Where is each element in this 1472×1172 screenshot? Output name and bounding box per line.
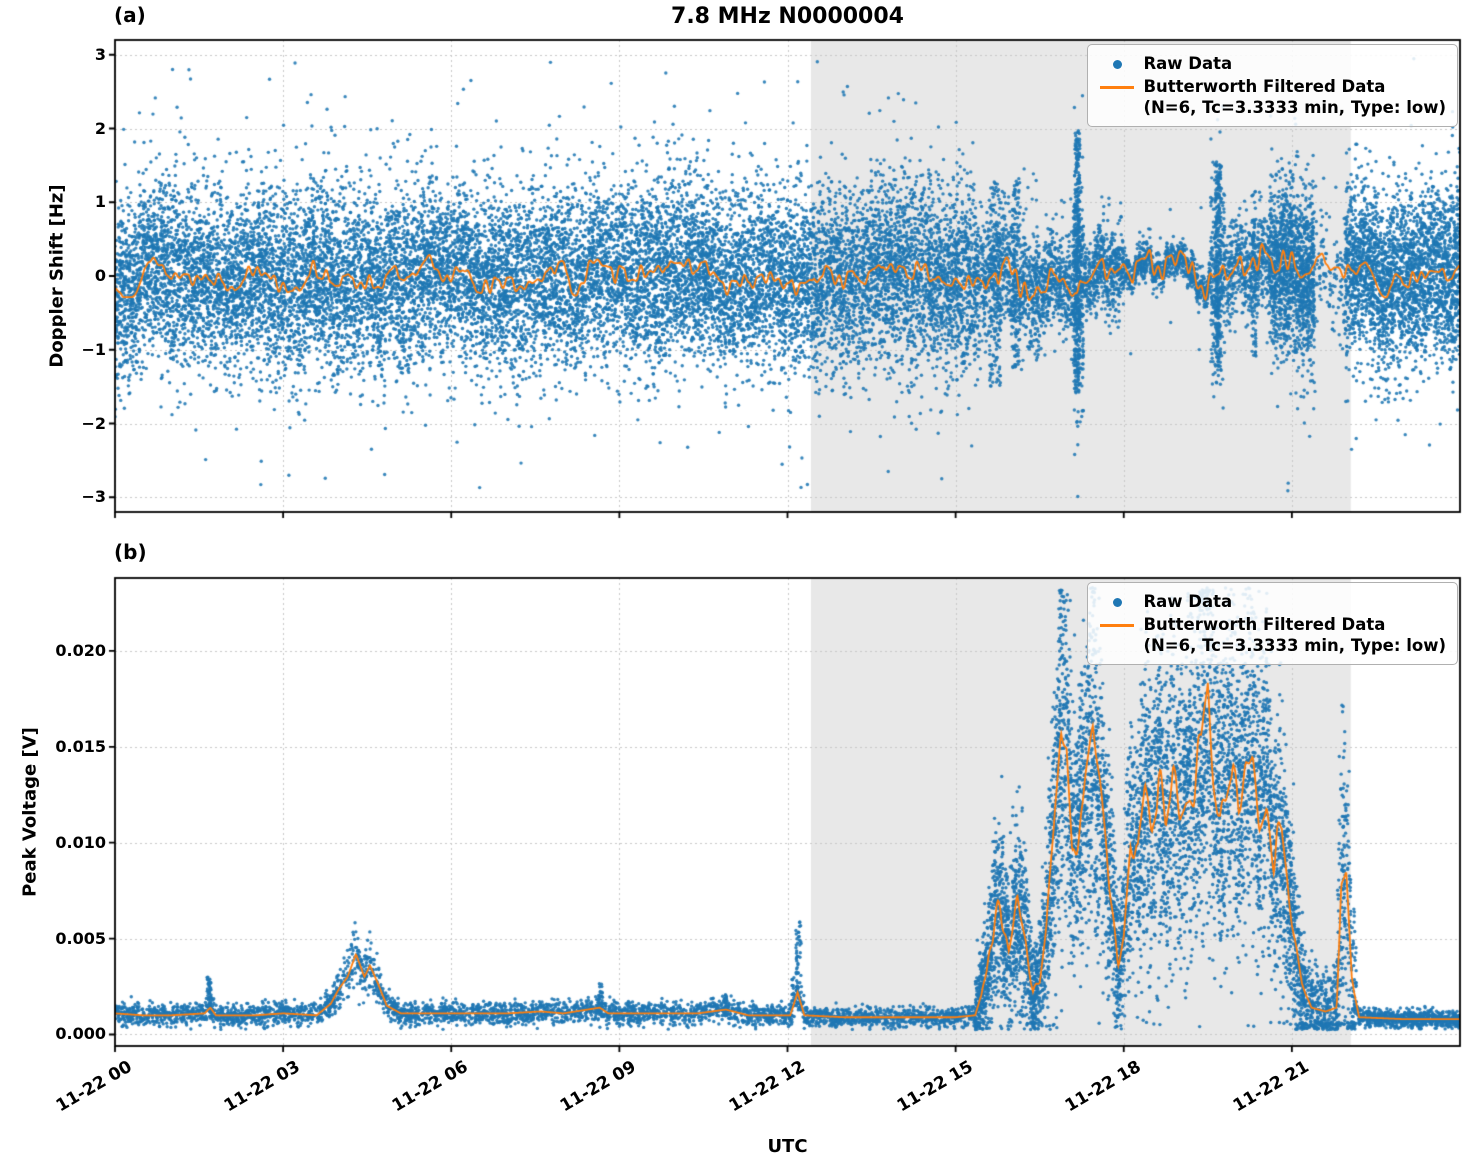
panel-b-label: (b) — [114, 540, 147, 564]
voltage-ytick-1: 0.015 — [55, 736, 106, 756]
doppler-ytick-0: 3 — [94, 44, 106, 64]
legend-marker-area — [1099, 614, 1135, 636]
legend-panel-a: Raw Data Butterworth Filtered Data (N=6,… — [1087, 44, 1458, 128]
legend-filtered-entry: Butterworth Filtered Data (N=6, Tc=3.333… — [1099, 614, 1446, 656]
legend-filtered-entry: Butterworth Filtered Data (N=6, Tc=3.333… — [1099, 76, 1446, 118]
raw-data-dot-icon — [1112, 59, 1122, 69]
doppler-ytick-3: 0 — [94, 266, 106, 285]
filtered-line-icon — [1100, 623, 1135, 627]
voltage-ytick-3: 0.005 — [55, 928, 106, 948]
legend-filtered-label-line1: Butterworth Filtered Data — [1143, 615, 1386, 634]
doppler-ytick-2: 1 — [94, 192, 106, 212]
doppler-ytick-1: 2 — [94, 118, 106, 138]
legend-raw-data-label: Raw Data — [1143, 54, 1233, 73]
doppler-shift-axis-label: Doppler Shift [Hz] — [46, 184, 68, 368]
legend-raw-data-entry: Raw Data — [1099, 53, 1446, 75]
legend-filtered-label-line1: Butterworth Filtered Data — [1143, 77, 1386, 96]
figure-title: 7.8 MHz N0000004 — [671, 4, 904, 29]
raw-data-dot-icon — [1112, 597, 1122, 607]
legend-marker-area — [1099, 53, 1135, 75]
doppler-ytick-4: −1 — [81, 339, 106, 359]
legend-filtered-label-line2: (N=6, Tc=3.3333 min, Type: low) — [1143, 636, 1446, 656]
doppler-ytick-5: −2 — [81, 413, 106, 433]
legend-raw-data-entry: Raw Data — [1099, 591, 1446, 613]
utc-axis-label: UTC — [767, 1136, 808, 1157]
legend-filtered-label: Butterworth Filtered Data (N=6, Tc=3.333… — [1143, 76, 1446, 118]
panel-a-label: (a) — [114, 3, 146, 27]
legend-marker-area — [1099, 76, 1135, 98]
legend-raw-data-label: Raw Data — [1143, 592, 1233, 611]
legend-filtered-label: Butterworth Filtered Data (N=6, Tc=3.333… — [1143, 614, 1446, 656]
legend-marker-area — [1099, 591, 1135, 613]
legend-filtered-label-line2: (N=6, Tc=3.3333 min, Type: low) — [1143, 98, 1446, 118]
legend-panel-b: Raw Data Butterworth Filtered Data (N=6,… — [1087, 582, 1458, 666]
voltage-ytick-0: 0.020 — [55, 640, 106, 660]
voltage-ytick-2: 0.010 — [55, 832, 106, 852]
voltage-ytick-4: 0.000 — [55, 1024, 106, 1044]
doppler-ytick-6: −3 — [81, 487, 106, 507]
filtered-line-icon — [1100, 85, 1135, 89]
peak-voltage-axis-label: Peak Voltage [V] — [19, 727, 41, 897]
